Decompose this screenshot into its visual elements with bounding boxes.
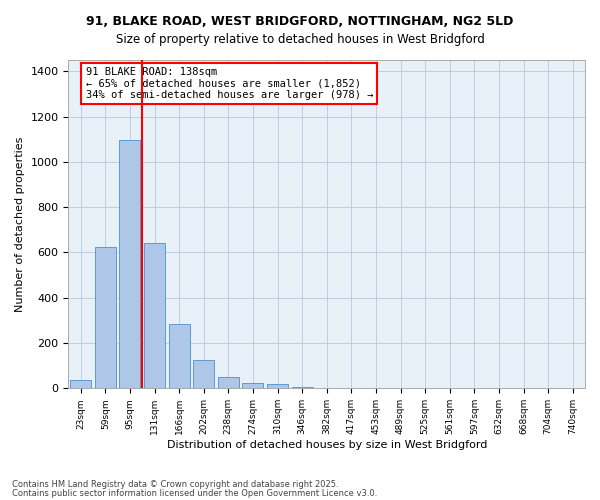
Text: Contains HM Land Registry data © Crown copyright and database right 2025.: Contains HM Land Registry data © Crown c… <box>12 480 338 489</box>
Bar <box>119 140 140 388</box>
X-axis label: Distribution of detached houses by size in West Bridgford: Distribution of detached houses by size … <box>167 440 487 450</box>
Bar <box>169 324 190 388</box>
Bar <box>267 384 288 388</box>
Bar <box>70 380 91 388</box>
Text: Contains public sector information licensed under the Open Government Licence v3: Contains public sector information licen… <box>12 488 377 498</box>
Bar <box>218 377 239 388</box>
Y-axis label: Number of detached properties: Number of detached properties <box>15 136 25 312</box>
Bar <box>242 383 263 388</box>
Bar <box>95 248 116 388</box>
Bar <box>193 360 214 388</box>
Bar <box>292 387 313 388</box>
Text: 91 BLAKE ROAD: 138sqm
← 65% of detached houses are smaller (1,852)
34% of semi-d: 91 BLAKE ROAD: 138sqm ← 65% of detached … <box>86 67 373 100</box>
Text: 91, BLAKE ROAD, WEST BRIDGFORD, NOTTINGHAM, NG2 5LD: 91, BLAKE ROAD, WEST BRIDGFORD, NOTTINGH… <box>86 15 514 28</box>
Text: Size of property relative to detached houses in West Bridgford: Size of property relative to detached ho… <box>116 32 484 46</box>
Bar <box>144 244 165 388</box>
